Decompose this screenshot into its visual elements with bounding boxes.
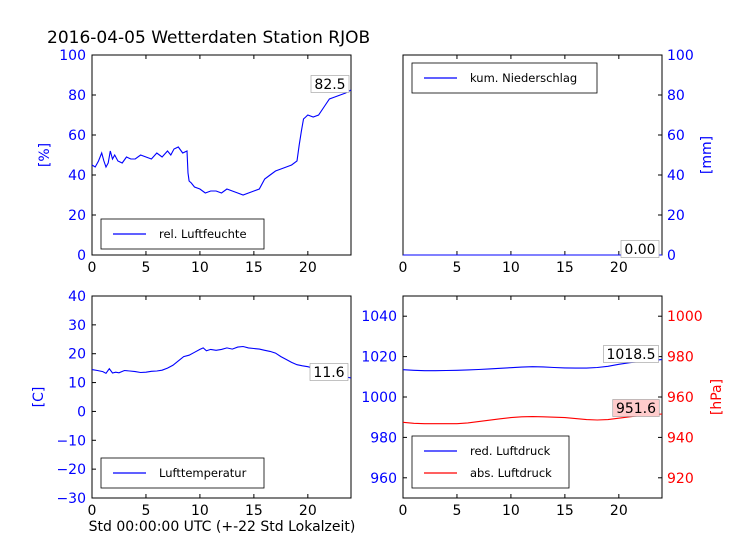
y-tick-label: 980 [370,430,397,446]
y-tick-label: 0 [77,404,86,420]
x-tick-label: 15 [245,260,263,276]
y-axis-label: [%] [37,143,53,167]
y-tick-label: 40 [68,168,86,184]
y-tick-label: 80 [667,88,685,104]
x-tick-label: 20 [299,260,317,276]
y-tick-label: 1020 [361,350,397,366]
y-tick-label: 10 [68,376,86,392]
y-axis-label: [mm] [699,136,715,174]
legend-label: red. Luftdruck [470,444,551,458]
legend-label: Lufttemperatur [159,466,247,480]
humidity-line [91,89,352,196]
annotation-value: 951.6 [616,401,656,417]
annotation-value: 0.00 [624,242,655,258]
x-tick-label: 10 [191,503,209,519]
reduced-pressure-line [402,359,663,372]
absolute-pressure-line [402,413,663,425]
y-tick-label: 20 [68,208,86,224]
y-tick-label: 30 [68,318,86,334]
legend-label: abs. Luftdruck [470,466,552,480]
y-tick-label: 1000 [361,390,397,406]
legend-box [411,435,570,489]
x-tick-label: 0 [399,260,408,276]
y-tick-label: 20 [68,347,86,363]
plot-frame [91,295,352,499]
y-tick-label: 920 [667,471,694,487]
y-tick-label: 100 [59,48,86,64]
y-tick-label: 100 [667,48,694,64]
y-tick-label: 1040 [361,309,397,325]
annotation-value: 82.5 [314,77,345,93]
y-tick-label: −10 [56,433,86,449]
annotation-box [603,345,659,363]
panel-pressure: 0 5 10 15 20 960 980 1000 1020 1040 920 940 960 980 10… [361,295,725,519]
x-tick-label: 0 [399,503,408,519]
legend-label: kum. Niederschlag [470,71,577,85]
annotation-box [310,75,350,93]
x-axis-label: Std 00:00:00 UTC (+-22 Std Lokalzeit) [89,519,356,535]
annotation-value: 11.6 [313,365,344,381]
x-tick-label: 20 [299,503,317,519]
y-tick-label: 40 [667,168,685,184]
y-tick-label: 60 [68,128,86,144]
x-tick-label: 15 [556,503,574,519]
panel-humidity: 0 5 10 15 20 0 20 40 60 80 100 82.5 rel. Luftfeuchte… [37,48,352,276]
y-tick-label: −30 [56,491,86,507]
x-tick-label: 15 [556,260,574,276]
legend-label: rel. Luftfeuchte [159,227,247,241]
x-tick-label: 10 [191,260,209,276]
x-tick-label: 20 [610,260,628,276]
y-tick-label: 960 [667,390,694,406]
x-tick-label: 20 [610,503,628,519]
x-tick-label: 15 [245,503,263,519]
y-tick-label: 960 [370,471,397,487]
plot-frame [91,54,352,256]
annotation-box [309,363,349,381]
panel-precipitation: 0 5 10 15 20 0 20 40 60 80 100 0.00 kum. Niederschla… [399,48,715,276]
x-tick-label: 10 [502,260,520,276]
x-tick-label: 5 [141,260,150,276]
annotation-box [612,399,660,417]
figure-title: 2016-04-05 Wetterdaten Station RJOB [47,28,370,48]
y-axis-label: [hPa] [709,379,725,415]
y-tick-label: 60 [667,128,685,144]
y-tick-label: 980 [667,350,694,366]
x-tick-label: 0 [88,503,97,519]
x-tick-label: 5 [141,503,150,519]
annotation-box [620,240,660,258]
panel-temperature: 0 5 10 15 20 −30 −20 −10 0 10 20 30 40 11.6 Lufttemper… [31,289,352,519]
x-tick-label: 10 [502,503,520,519]
x-tick-label: 5 [452,260,461,276]
x-tick-label: 0 [88,260,97,276]
y-tick-label: 0 [667,248,676,264]
annotation-value: 1018.5 [607,347,656,363]
y-tick-label: 20 [667,208,685,224]
y-tick-label: 0 [77,248,86,264]
y-tick-label: 1000 [667,309,703,325]
y-tick-label: −20 [56,462,86,478]
y-tick-label: 80 [68,88,86,104]
x-tick-label: 5 [452,503,461,519]
y-tick-label: 40 [68,289,86,305]
y-tick-label: 940 [667,430,694,446]
y-axis-label: [C] [31,387,47,408]
temperature-line [91,345,352,379]
